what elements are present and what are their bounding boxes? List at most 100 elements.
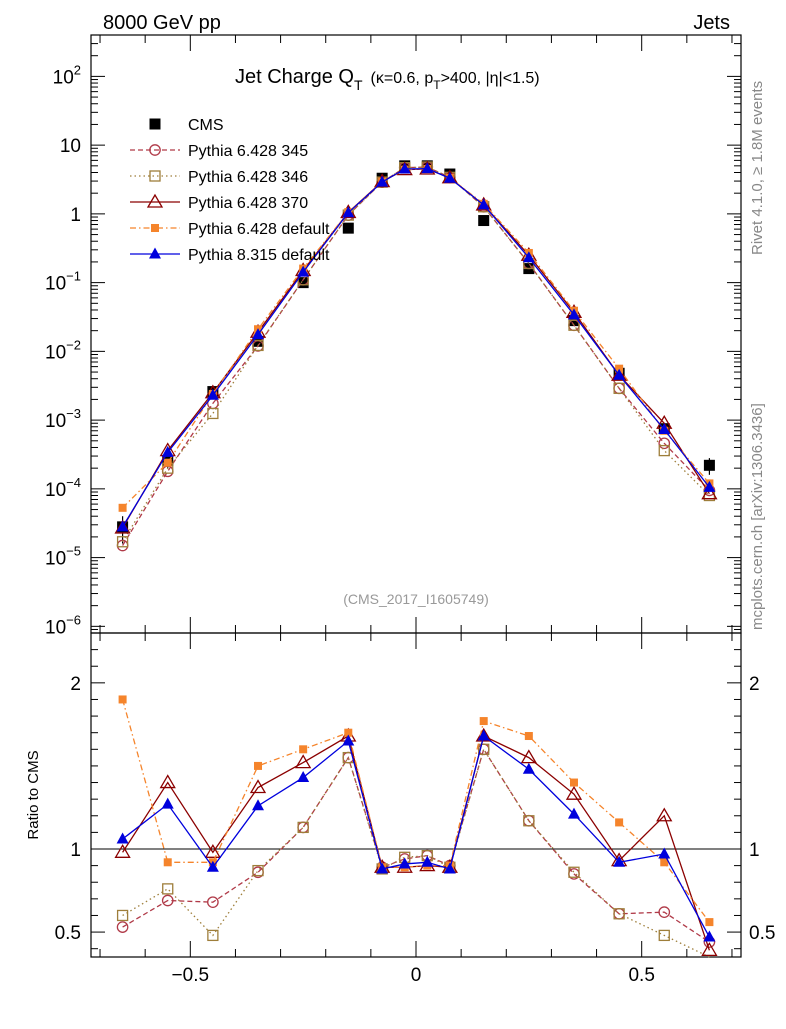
series-p346 xyxy=(116,161,716,548)
ratio-series-p6def xyxy=(118,695,714,927)
ratio-point xyxy=(613,855,626,867)
main-y-tick-label: 102 xyxy=(53,62,81,88)
ratio-point xyxy=(206,860,219,872)
series-p8 xyxy=(116,162,716,532)
data-point xyxy=(568,319,580,331)
main-y-tick-label: 1 xyxy=(70,205,81,226)
data-point xyxy=(615,364,624,373)
ratio-point xyxy=(162,883,174,895)
ratio-point xyxy=(163,858,172,867)
ratio-point xyxy=(658,929,670,942)
data-point xyxy=(118,503,127,512)
ratio-point xyxy=(443,862,456,874)
data-point xyxy=(610,366,628,381)
ratio-point xyxy=(116,832,129,844)
legend-marker xyxy=(146,193,164,208)
ratio-point xyxy=(613,908,625,920)
ratio-point xyxy=(295,754,312,769)
ratio-point xyxy=(344,728,353,737)
legend-item-p6def: Pythia 6.428 default xyxy=(130,221,330,238)
legend-label: Pythia 6.428 default xyxy=(188,221,330,238)
series-line xyxy=(122,166,710,543)
ratio-point xyxy=(297,771,310,783)
ratio-point xyxy=(658,847,671,859)
ratio-point xyxy=(254,761,263,770)
series-line xyxy=(122,168,710,509)
main-y-tick-label: 10−3 xyxy=(45,406,81,432)
ratio-y-tick-label-right: 2 xyxy=(749,674,760,695)
main-y-tick-label: 10−2 xyxy=(45,337,81,363)
data-point xyxy=(297,265,310,277)
data-point xyxy=(613,368,626,380)
data-point xyxy=(703,459,715,471)
ratio-series-p370 xyxy=(114,727,718,957)
ratio-point xyxy=(161,894,174,907)
ratio-panel-frame xyxy=(90,632,742,958)
legend-label: CMS xyxy=(188,117,224,134)
ratio-point xyxy=(565,785,583,800)
ratio-point xyxy=(615,818,624,827)
ratio-point xyxy=(703,930,716,942)
main-y-tick-label: 10−4 xyxy=(45,475,81,501)
ratio-y-tick-label-right: 1 xyxy=(749,840,760,861)
data-point xyxy=(297,277,309,289)
ratio-point xyxy=(114,844,131,858)
jets-label: Jets xyxy=(693,12,730,34)
ratio-point xyxy=(207,896,219,909)
ratio-y-tick-label: 1 xyxy=(70,840,81,861)
data-point xyxy=(163,458,172,467)
ratio-point xyxy=(522,762,535,774)
ratio-point xyxy=(524,732,533,741)
ratio-point xyxy=(297,821,309,834)
data-point xyxy=(421,162,434,174)
data-point xyxy=(658,423,671,435)
ratio-point xyxy=(477,729,490,741)
main-series xyxy=(114,160,718,552)
legend-marker xyxy=(151,224,159,232)
ratio-line xyxy=(122,734,710,938)
ratio-line xyxy=(122,747,710,943)
data-point xyxy=(116,536,129,548)
ratio-point xyxy=(204,844,222,858)
ratio-line xyxy=(122,735,711,951)
series-p370 xyxy=(114,160,718,534)
main-y-tick-label: 10 xyxy=(60,136,81,157)
energy-label: 8000 GeV pp xyxy=(103,12,221,34)
x-tick-label: 0.5 xyxy=(628,965,654,986)
legend-marker xyxy=(149,118,161,130)
ratio-point xyxy=(658,906,671,918)
ratio-point xyxy=(342,734,355,746)
data-point xyxy=(252,328,265,340)
data-point xyxy=(252,339,264,352)
data-point xyxy=(443,171,456,183)
main-y-tick-label: 10−5 xyxy=(45,544,81,570)
x-axis: −0.5 0 0.5 xyxy=(99,35,733,986)
ratio-point xyxy=(252,864,264,877)
ratio-point xyxy=(116,921,129,933)
legend-item-p8: Pythia 8.315 default xyxy=(130,247,330,264)
x-tick-label: −0.5 xyxy=(172,965,210,986)
series-line xyxy=(122,167,710,528)
data-point xyxy=(658,437,671,450)
legend-item-p370: Pythia 6.428 370 xyxy=(130,193,308,212)
ratio-y-tick-label: 2 xyxy=(70,674,81,695)
data-point xyxy=(161,445,174,457)
data-point xyxy=(478,215,490,227)
legend-label: Pythia 6.428 345 xyxy=(188,143,308,160)
legend-item-p345: Pythia 6.428 345 xyxy=(130,143,308,160)
legend-item-p346: Pythia 6.428 346 xyxy=(130,169,308,186)
ratio-point xyxy=(569,778,578,787)
ratio-y-tick-label: 0.5 xyxy=(55,923,81,944)
ratio-series xyxy=(114,695,718,958)
data-point xyxy=(207,407,219,420)
ratio-point xyxy=(660,858,669,867)
ratio-point xyxy=(116,909,129,922)
data-point xyxy=(522,251,535,263)
data-point xyxy=(477,198,490,210)
data-point xyxy=(658,444,670,457)
legend-marker xyxy=(149,247,161,259)
data-point xyxy=(206,388,219,400)
ratio-series-p8 xyxy=(116,729,716,942)
series-cms xyxy=(117,160,715,544)
